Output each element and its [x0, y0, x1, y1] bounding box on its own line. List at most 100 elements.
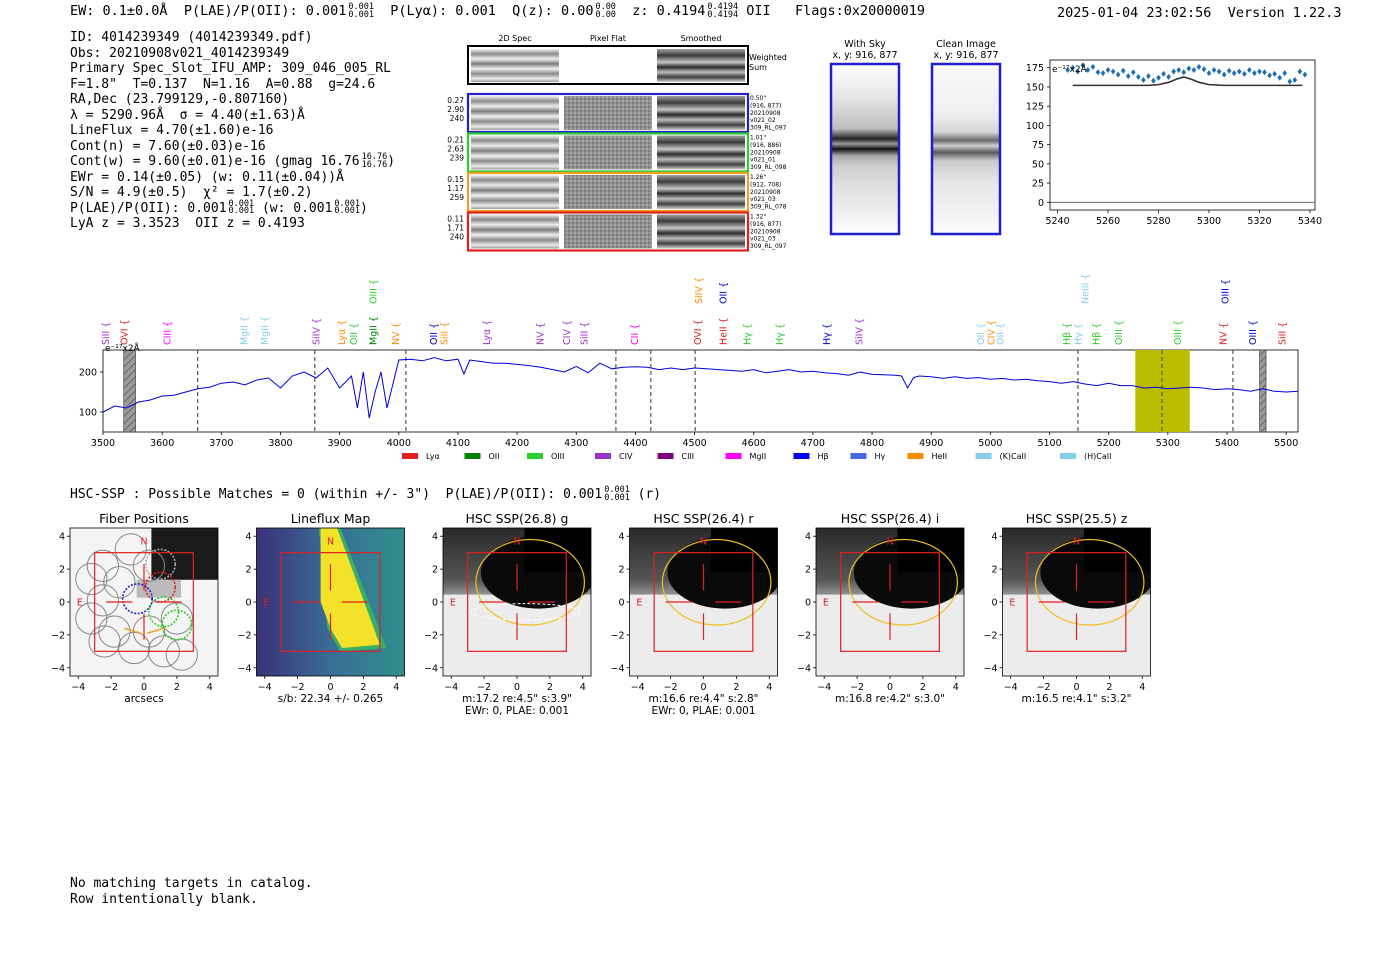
cutout-row-3: 0.151.172591.26"(912, 708)20210908v021_0…: [447, 173, 786, 211]
footer-line-1: No matching targets in catalog.: [70, 876, 313, 892]
stamp-xtick-label: 0: [700, 682, 706, 693]
cutout-row-meta: 1.01": [750, 135, 766, 142]
zoom-unit-label: e⁻¹⁷x2Å: [1052, 63, 1088, 75]
ssp-summary-sub: 0.001: [604, 493, 630, 503]
legend-swatch: [1060, 453, 1076, 459]
info-lineflux: LineFlux = 4.70(±1.60)e-16: [70, 123, 395, 139]
line-label: OII {: [976, 323, 987, 345]
info-plae-sub: 0.001: [229, 206, 255, 216]
spectrum-xtick-label: 5100: [1037, 438, 1061, 449]
stamp-title: Fiber Positions: [99, 511, 189, 526]
stamp-xtick-label: 4: [766, 682, 772, 693]
header-flags: Flags:0x20000019: [795, 3, 925, 19]
cutout-row-stat: 240: [450, 114, 465, 123]
zoom-xtick-label: 5340: [1298, 216, 1322, 227]
stamp-ytick-label: 4: [991, 532, 997, 543]
legend-label: CIII: [682, 452, 695, 461]
cutout-row-stat: 1.71: [447, 224, 464, 233]
spectrum-xtick-label: 4900: [919, 438, 943, 449]
full-spectrum-chart: 1002003500 3600 3700 3800 3900 4000 4100 4200 43…: [70, 272, 1330, 462]
north-label: N: [1073, 536, 1080, 547]
stamp-panel-3: NE−4−4−2−2002244HSC SSP(26.8) gm:17.2 re…: [424, 511, 596, 717]
stamp-ytick-label: 4: [618, 532, 624, 543]
info-radec: RA,Dec (23.799129,-0.807160): [70, 92, 395, 108]
stamp-xtick-label: −4: [1004, 682, 1018, 693]
line-label: OIII {: [1114, 320, 1125, 345]
stamp-ytick-label: −2: [610, 630, 624, 641]
line-label: MgII {: [260, 316, 271, 345]
stamp-title: Lineflux Map: [291, 511, 371, 526]
stamp-xtick-label: 4: [393, 682, 399, 693]
line-label: SiII {: [439, 322, 450, 345]
stamp-ytick-label: 0: [991, 598, 997, 609]
stamp-title: HSC SSP(26.8) g: [466, 511, 569, 526]
stamp-ytick-label: 2: [805, 565, 811, 576]
header-plae: P(LAE)/P(OII): 0.001: [184, 3, 347, 19]
stamp-xtick-label: 2: [733, 682, 739, 693]
stamp-xtick-label: 2: [547, 682, 553, 693]
header-z: z: 0.4194: [632, 3, 705, 19]
legend-label: Hβ: [818, 452, 829, 461]
stamp-xtick-label: 2: [174, 682, 180, 693]
stamp-title: HSC SSP(26.4) i: [841, 511, 939, 526]
cutout-row-meta: v021_01: [750, 157, 776, 164]
line-label: OIII {: [1173, 320, 1184, 345]
east-label: E: [823, 598, 829, 609]
spectrum-xtick-label: 3500: [91, 438, 115, 449]
cutout-row-meta: 0.50": [750, 95, 766, 102]
north-label: N: [513, 536, 520, 547]
ssp-summary-suffix: (r): [638, 487, 661, 502]
cutout-pixelflat: [564, 136, 652, 170]
stamp-caption: s/b: 22.34 +/- 0.265: [278, 693, 383, 705]
cutout-row-stat: 1.17: [447, 184, 464, 193]
spectrum-frame: [103, 350, 1298, 432]
line-label: OVI {: [693, 319, 704, 345]
line-label: Lyα {: [482, 320, 493, 345]
info-plae-text: P(LAE)/P(OII): 0.001: [70, 201, 227, 216]
header-timestamp: 2025-01-04 23:02:56 Version 1.22.3: [1057, 5, 1342, 21]
header-plya: P(Lyα): 0.001: [390, 3, 496, 19]
stamp-xtick-label: 0: [514, 682, 520, 693]
info-plae: P(LAE)/P(OII): 0.001 0.001 0.001 (w: 0.001…: [70, 201, 395, 217]
cutout-row-meta: 20210908: [750, 228, 781, 235]
stamp-ytick-label: −2: [51, 630, 65, 641]
stamp-panel-2: NE−4−4−2−2002244Lineflux Maps/b: 22.34 +…: [237, 511, 404, 705]
zoom-ytick-label: 50: [1032, 159, 1044, 170]
zoom-ytick-label: 75: [1032, 140, 1044, 151]
stamp-panel-6: NE−4−4−2−2002244HSC SSP(25.5) zm:16.5 re…: [983, 511, 1155, 705]
stamp-caption: m:16.6 re:4.4" s:2.8": [649, 693, 759, 705]
with-sky-image: [831, 64, 899, 234]
footer-line-2: Row intentionally blank.: [70, 892, 313, 908]
legend-swatch: [794, 453, 810, 459]
stamp-ytick-label: 0: [245, 598, 251, 609]
line-label: CIII {: [163, 321, 174, 345]
detection-info: ID: 4014239349 (4014239349.pdf) Obs: 202…: [70, 30, 395, 232]
line-label: OII {: [429, 323, 440, 345]
info-cont-w: Cont(w) = 9.60(±0.01)e-16 (gmag 16.76 16.…: [70, 154, 395, 170]
stamp-xtick-label: −4: [444, 682, 458, 693]
line-label: SiII {: [580, 322, 591, 345]
info-fiber-stats: F=1.8" T=0.137 N=1.16 A=0.88 g=24.6: [70, 77, 395, 93]
legend-label: HeII: [932, 452, 948, 461]
ssp-summary: HSC-SSP : Possible Matches = 0 (within +…: [70, 487, 661, 502]
ssp-summary-text: HSC-SSP : Possible Matches = 0 (within +…: [70, 487, 602, 502]
stamp-xtick-label: −4: [71, 682, 85, 693]
stamp-ytick-label: 0: [618, 598, 624, 609]
cutout-row-meta: 1.32": [750, 214, 766, 221]
cutout-pixelflat: [564, 175, 652, 209]
cutout-row-meta: v021_03: [750, 236, 776, 243]
cutout-row-meta: v021_02: [750, 117, 776, 124]
cutout-row-stat: 0.11: [447, 215, 464, 224]
legend-label: Lyα: [426, 452, 440, 461]
spectrum-xtick-label: 4100: [446, 438, 470, 449]
sky-clean-images: With Sky x, y: 916, 877 Clean Image x, y…: [825, 36, 1010, 241]
cutout-row-meta: 309_RL_078: [750, 204, 787, 211]
cutout-smoothed: [657, 175, 745, 209]
spectrum-xtick-label: 5400: [1215, 438, 1239, 449]
header-datetime: 2025-01-04 23:02:56: [1057, 5, 1211, 21]
spectrum-ytick-label: 100: [79, 408, 97, 419]
cutout-row-meta: (916, 886): [750, 142, 781, 149]
cutout-row-stat: 0.21: [447, 136, 464, 145]
line-label: OII {: [996, 323, 1007, 345]
